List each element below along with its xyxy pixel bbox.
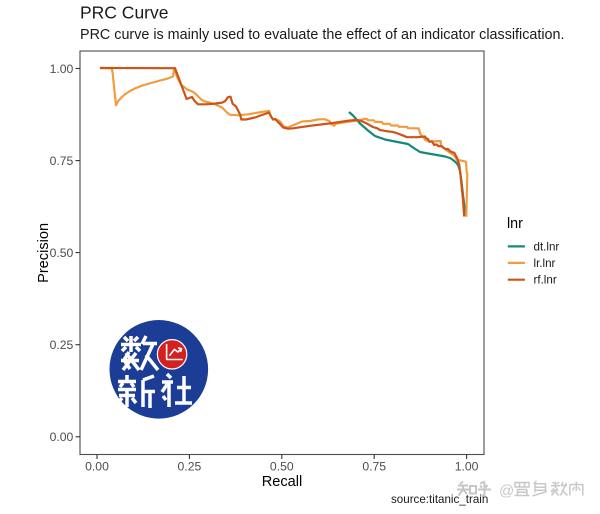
svg-text:Recall: Recall bbox=[262, 474, 303, 490]
svg-text:PRC curve is mainly used to ev: PRC curve is mainly used to evaluate the… bbox=[80, 27, 564, 43]
svg-text:0.00: 0.00 bbox=[85, 459, 109, 473]
svg-text:PRC Curve: PRC Curve bbox=[80, 3, 169, 23]
svg-text:0.00: 0.00 bbox=[50, 430, 74, 444]
svg-text:rf.lnr: rf.lnr bbox=[534, 274, 557, 287]
svg-text:Precision: Precision bbox=[36, 223, 52, 283]
svg-text:0.50: 0.50 bbox=[270, 459, 294, 473]
svg-text:0.75: 0.75 bbox=[362, 459, 386, 473]
svg-text:0.25: 0.25 bbox=[50, 338, 74, 352]
svg-text:1.00: 1.00 bbox=[455, 459, 479, 473]
svg-text:lr.lnr: lr.lnr bbox=[534, 257, 556, 270]
svg-text:0.50: 0.50 bbox=[50, 246, 74, 260]
svg-text:source:titanic_train: source:titanic_train bbox=[391, 493, 488, 506]
svg-text:0.25: 0.25 bbox=[178, 459, 202, 473]
svg-text:1.00: 1.00 bbox=[50, 62, 74, 76]
svg-text:0.75: 0.75 bbox=[50, 154, 74, 168]
svg-text:dt.lnr: dt.lnr bbox=[534, 240, 560, 253]
svg-text:@: @ bbox=[499, 483, 514, 500]
svg-text:lnr: lnr bbox=[507, 216, 523, 232]
